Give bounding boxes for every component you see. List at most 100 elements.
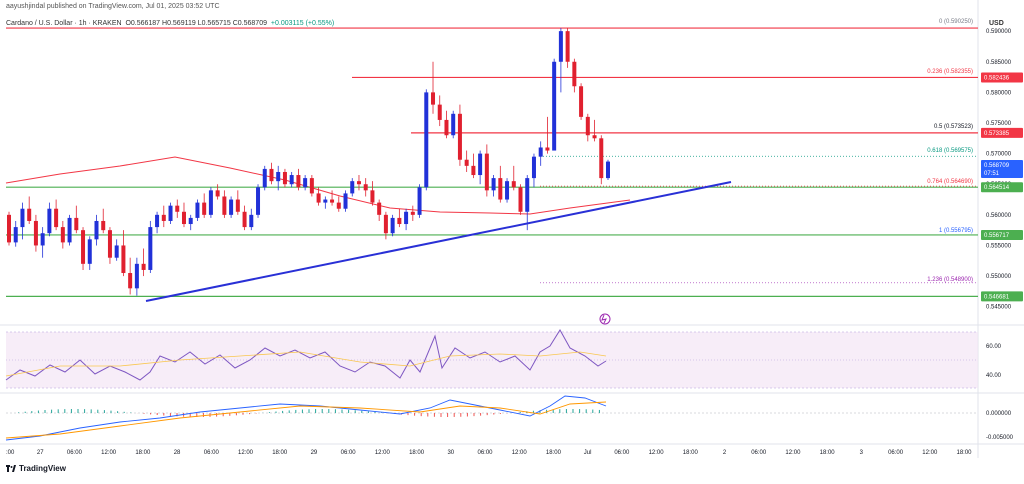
replay-icon-ring: [599, 313, 611, 325]
candle-up: [67, 214, 72, 246]
candle-down: [572, 58, 577, 93]
candle-body: [60, 227, 65, 243]
candle-down: [121, 230, 126, 277]
candle-down: [141, 248, 146, 277]
moving-average-line: [5, 156, 631, 215]
candle-up: [343, 190, 348, 212]
candle-body: [531, 156, 536, 179]
candle-body: [128, 273, 133, 289]
candle-body: [484, 153, 489, 191]
candle-body: [424, 92, 429, 188]
candle-down: [498, 165, 503, 203]
candle-body: [390, 217, 395, 234]
candle-body: [558, 31, 563, 62]
symbol-legend[interactable]: Cardano / U.S. Dollar · 1h · KRAKEN O0.5…: [6, 20, 334, 27]
candle-body: [511, 181, 516, 188]
candle-down: [585, 113, 590, 142]
fib-label: 1.236 (0.548900): [927, 277, 973, 283]
price-label-green-1-bg: [981, 182, 1023, 193]
candle-up: [417, 184, 422, 218]
candle-body: [67, 217, 72, 243]
candle-down: [235, 190, 240, 215]
candle-down: [410, 205, 415, 221]
price-label-red-2-text: 0.573385: [984, 131, 1010, 137]
candle-down: [437, 95, 442, 127]
candle-body: [491, 178, 496, 191]
candle-body: [417, 187, 422, 215]
candle-up: [424, 89, 429, 191]
candle-body: [101, 220, 106, 231]
candle-down: [444, 110, 449, 139]
candle-body: [134, 263, 139, 289]
candle-down: [81, 227, 86, 270]
candle-body: [404, 211, 409, 225]
candle-down: [128, 257, 133, 295]
time-axis-label: 06:00: [67, 450, 83, 456]
candle-down: [107, 227, 112, 264]
candle-body: [350, 181, 355, 194]
candle-down: [7, 211, 11, 246]
ohlc-values: O0.566187 H0.569119 L0.565715 C0.568709: [125, 20, 267, 27]
candle-body: [114, 245, 119, 258]
candle-down: [215, 184, 220, 200]
candle-body: [155, 214, 160, 228]
fib-label: 0.764 (0.564690): [927, 179, 973, 185]
candle-body: [538, 147, 543, 157]
price-tick-label: 0.555000: [986, 243, 1012, 249]
candle-up: [404, 208, 409, 231]
price-label-green-2: 0.556717: [981, 229, 1023, 240]
candle-up: [531, 153, 536, 188]
fib-label: 0 (0.590250): [939, 19, 973, 25]
countdown-text: 07:51: [984, 171, 1000, 177]
candle-down: [222, 190, 227, 218]
candle-down: [282, 168, 287, 188]
candle-down: [599, 135, 604, 185]
price-label-red-1: 0.582436: [981, 72, 1023, 83]
candle-down: [484, 144, 489, 197]
candle-body: [148, 227, 153, 270]
time-axis-label: 12:00: [101, 450, 117, 456]
candle-body: [141, 263, 146, 270]
price-label-red-2: 0.573385: [981, 127, 1023, 138]
time-axis-label: 12:00: [649, 450, 665, 456]
candle-body: [316, 193, 321, 203]
candle-down: [592, 119, 597, 142]
candle-body: [208, 190, 213, 215]
candle-down: [336, 196, 341, 212]
price-label-green-3-bg: [981, 291, 1023, 302]
candle-down: [511, 165, 516, 191]
symbol-name: Cardano / U.S. Dollar · 1h · KRAKEN: [6, 20, 122, 27]
candle-body: [13, 227, 18, 243]
time-axis-label: 12:00: [238, 450, 254, 456]
candle-body: [410, 211, 415, 215]
candle-down: [33, 214, 38, 252]
candle-down: [565, 28, 570, 68]
price-tick-label: 0.585000: [986, 60, 1012, 66]
candle-down: [464, 150, 469, 172]
candle-up: [40, 227, 45, 258]
time-axis-label: 12:00: [785, 450, 801, 456]
tradingview-logo[interactable]: TradingView: [6, 464, 66, 473]
candle-body: [181, 211, 186, 225]
currency-label[interactable]: USD: [989, 20, 1004, 27]
candle-up: [195, 199, 200, 221]
candle-body: [309, 178, 314, 194]
ascending-trendline: [145, 181, 732, 302]
time-axis-label: 12:00: [922, 450, 938, 456]
candle-down: [269, 162, 274, 185]
candle-down: [74, 205, 79, 234]
publisher-line: aayushjindal published on TradingView.co…: [6, 3, 220, 10]
replay-icon-bolt: [601, 314, 607, 324]
candle-up: [94, 214, 99, 246]
candle-body: [282, 171, 287, 185]
candle-body: [74, 217, 79, 231]
candle-body: [235, 199, 240, 212]
candle-body: [215, 190, 220, 197]
candle-body: [33, 220, 38, 246]
candle-down: [397, 208, 402, 228]
candle-body: [202, 202, 207, 215]
candle-body: [377, 202, 382, 215]
candle-body: [356, 181, 361, 185]
